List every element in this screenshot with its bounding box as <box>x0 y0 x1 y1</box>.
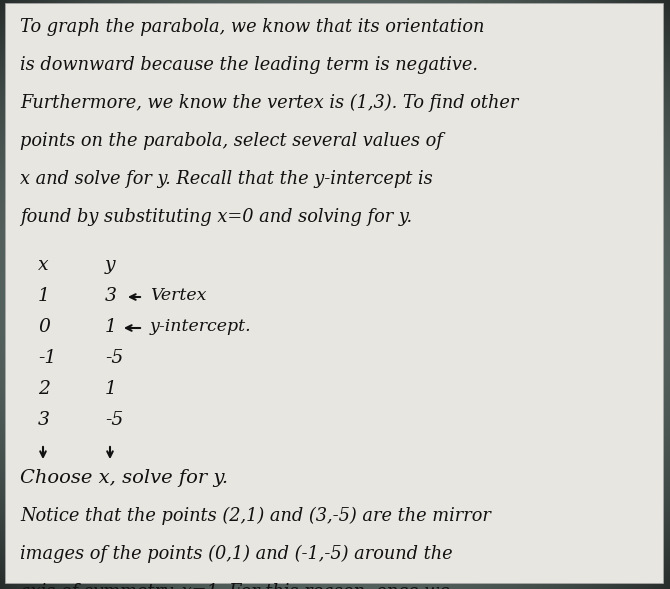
Text: images of the points (0,1) and (-1,-5) around the: images of the points (0,1) and (-1,-5) a… <box>20 545 453 563</box>
Text: 2: 2 <box>38 380 50 398</box>
Text: x: x <box>38 256 49 274</box>
Text: To graph the parabola, we know that its orientation: To graph the parabola, we know that its … <box>20 18 484 36</box>
Text: Furthermore, we know the vertex is (1,3). To find other: Furthermore, we know the vertex is (1,3)… <box>20 94 519 112</box>
FancyBboxPatch shape <box>5 3 663 583</box>
Text: is downward because the leading term is negative.: is downward because the leading term is … <box>20 56 478 74</box>
Text: Choose x, solve for y.: Choose x, solve for y. <box>20 469 228 487</box>
Text: 0: 0 <box>38 318 50 336</box>
Text: axis of symmetry, x=1. For this reason, once we: axis of symmetry, x=1. For this reason, … <box>20 583 450 589</box>
Text: y-intercept.: y-intercept. <box>150 318 252 335</box>
Text: 1: 1 <box>38 287 50 305</box>
Text: y: y <box>105 256 116 274</box>
Text: 1: 1 <box>105 380 117 398</box>
Text: -5: -5 <box>105 411 123 429</box>
Text: 3: 3 <box>38 411 50 429</box>
Text: Notice that the points (2,1) and (3,-5) are the mirror: Notice that the points (2,1) and (3,-5) … <box>20 507 491 525</box>
Text: Vertex: Vertex <box>150 287 206 304</box>
Text: -5: -5 <box>105 349 123 367</box>
Text: 1: 1 <box>105 318 117 336</box>
Text: -1: -1 <box>38 349 56 367</box>
Text: found by substituting x=0 and solving for y.: found by substituting x=0 and solving fo… <box>20 208 412 226</box>
Text: x and solve for y. Recall that the y-intercept is: x and solve for y. Recall that the y-int… <box>20 170 433 188</box>
Text: 3: 3 <box>105 287 117 305</box>
Text: points on the parabola, select several values of: points on the parabola, select several v… <box>20 132 443 150</box>
